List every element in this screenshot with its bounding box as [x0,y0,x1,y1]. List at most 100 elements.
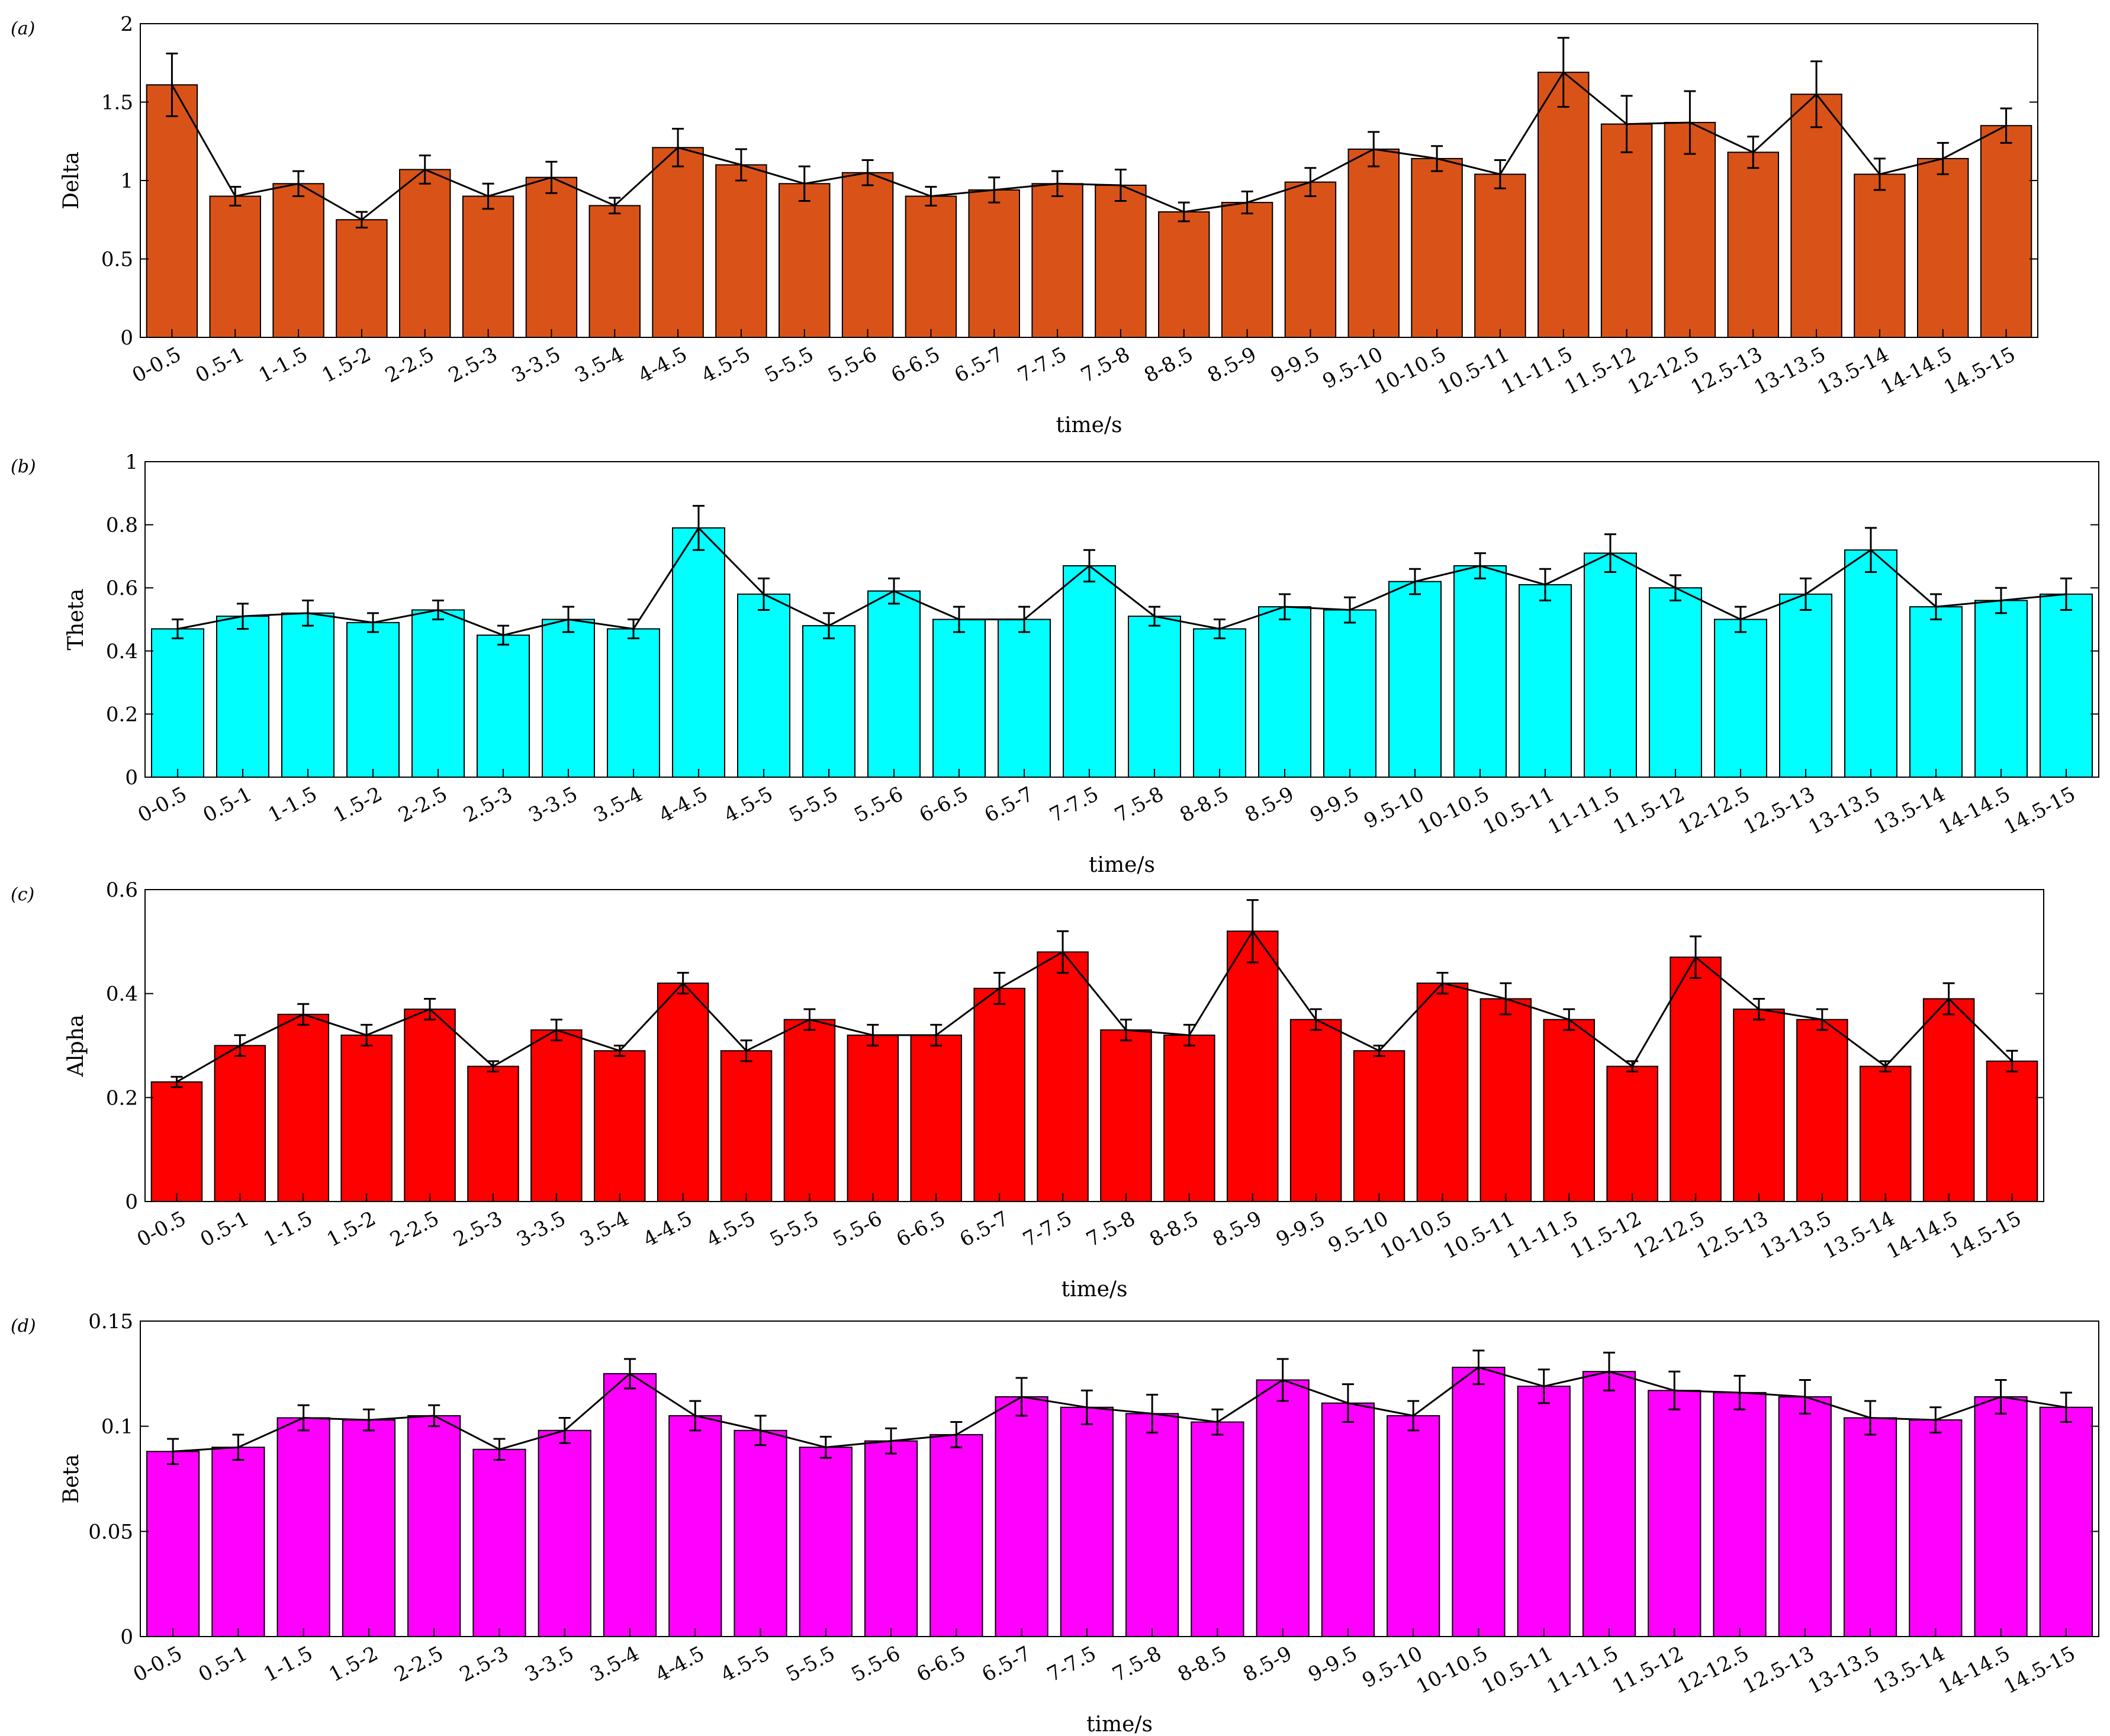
bar [737,593,790,778]
error-bar [953,605,965,633]
error-bar [930,1023,943,1046]
bar [342,1419,396,1637]
error-bar [1735,605,1746,633]
bar [1289,1019,1342,1203]
bar [1796,1019,1848,1203]
bar [1258,606,1311,778]
error-bar [689,1400,702,1432]
bar [1974,1396,2028,1637]
error-bar [1057,930,1069,974]
bar [1909,1419,1963,1637]
bar [1670,956,1722,1203]
bar [211,1447,265,1637]
error-bar [1865,527,1877,574]
error-bar [950,1421,963,1448]
error-bar [1472,1349,1485,1386]
y-axis-title: Beta [59,1454,83,1504]
error-bar [1930,593,1942,620]
bar [657,983,709,1202]
error-bar [297,1404,310,1432]
error-bar [1246,899,1259,964]
bar [715,164,767,338]
error-bar [1690,935,1702,979]
bar [672,527,725,778]
error-bar [361,1023,373,1046]
error-bar [1373,1045,1385,1057]
bar [1538,72,1590,339]
error-bar [1670,574,1681,602]
x-axis-title: time/s [1056,413,1122,437]
bar [668,1415,722,1637]
bar [214,1045,266,1202]
error-bar [172,619,184,639]
error-bar [693,505,705,551]
error-bar [558,1416,571,1444]
bar [277,1013,330,1203]
bar [281,612,334,778]
bar [1452,1367,1506,1637]
error-bar [1211,1408,1224,1436]
error-bar [487,1060,499,1072]
bar [905,195,957,338]
bar [1163,1034,1215,1203]
bar [399,169,451,338]
error-bar [1747,136,1760,169]
x-axis-title: time/s [1086,1712,1153,1736]
error-bar [1368,131,1380,168]
error-bar [1873,157,1886,191]
error-bar [1538,1368,1550,1405]
error-bar [1995,587,2007,614]
error-bar [1995,1379,2007,1415]
y-tick-label: 0.4 [106,640,138,664]
y-tick-label: 1 [120,169,133,193]
bar [1125,1413,1179,1637]
x-axis-title: time/s [1061,1277,1127,1302]
bar [1095,184,1147,338]
error-bar [1342,1383,1354,1423]
error-bar [550,1019,562,1042]
x-axis-title: time/s [1089,853,1155,877]
bar [525,176,578,338]
bar [542,619,595,778]
error-bar [1279,593,1291,620]
bar [1714,619,1767,778]
error-bar [925,186,937,207]
bar [1158,211,1210,338]
bar [2039,1406,2093,1638]
bar [1854,173,1906,338]
bar [603,1373,657,1637]
error-bar [232,1434,245,1461]
bar [1191,1421,1244,1638]
error-bar [1474,552,1486,579]
error-bar [1183,1023,1195,1046]
error-bar [1879,1060,1892,1072]
y-tick-label: 0.2 [106,703,138,726]
bar [146,84,198,338]
bar [1582,1371,1636,1638]
axes-box [140,1320,2099,1637]
error-bar [1603,1351,1615,1392]
axes-box [144,461,2099,778]
error-bar [1344,596,1356,624]
bar [407,1415,461,1637]
bar [910,1034,963,1203]
y-tick-label: 1.5 [101,91,133,115]
error-bar [1149,605,1160,627]
bar [847,1034,899,1203]
error-bar [1937,141,1949,175]
bar [336,219,388,338]
error-bar [740,1039,752,1062]
panel-label: (a) [11,18,35,39]
bar [799,1447,853,1637]
error-bar [1810,60,1823,128]
mean-line [173,1366,2067,1452]
bar [1060,1406,1114,1638]
error-bar [1431,145,1443,172]
error-bar [1276,1358,1289,1402]
error-bar [562,605,574,633]
bar [652,147,704,338]
error-bar [867,1023,879,1046]
error-bar [171,1075,183,1088]
error-bar [1436,972,1449,995]
bar [1922,998,1975,1202]
